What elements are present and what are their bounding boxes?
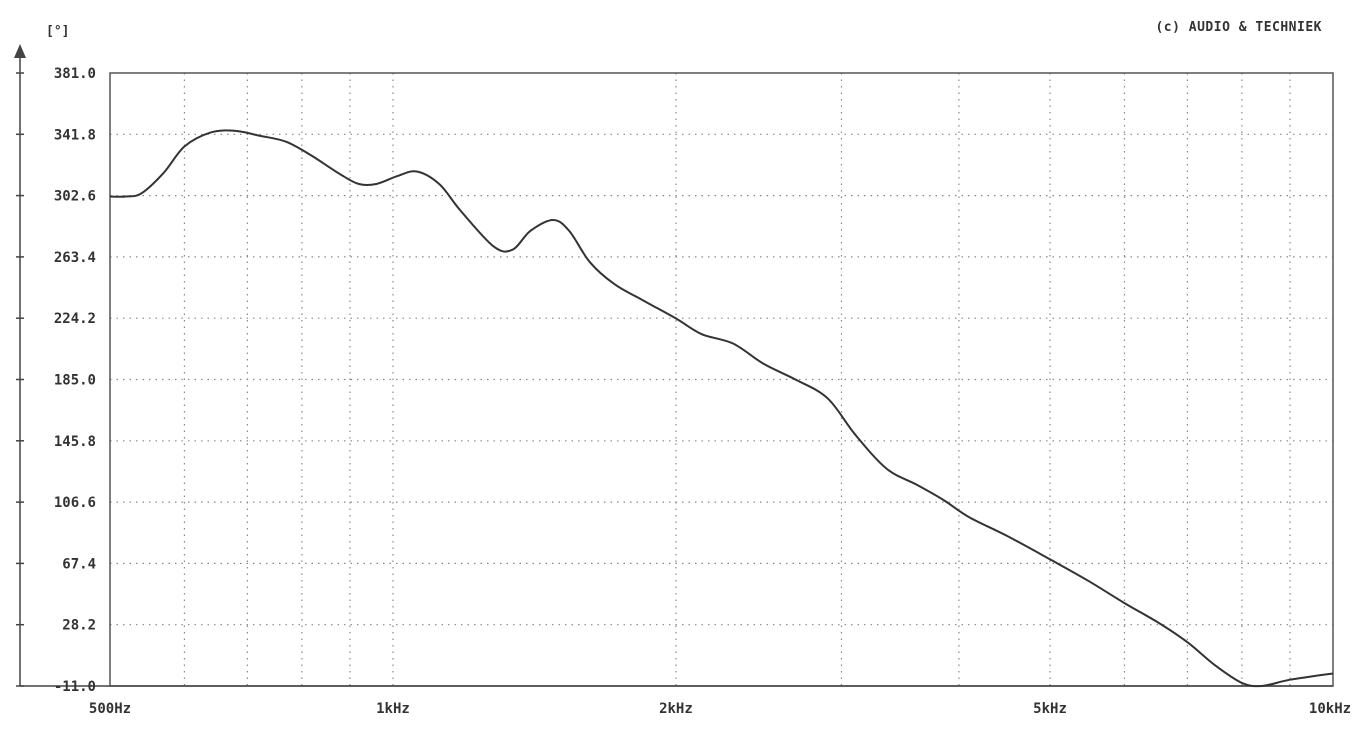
- y-tick-label: 381.0: [54, 66, 96, 82]
- x-tick-labels: 500Hz 1kHz 2kHz 5kHz 10kHz: [89, 701, 1351, 717]
- y-tick-label: 106.6: [54, 495, 96, 511]
- y-tick-label: 224.2: [54, 311, 96, 327]
- y-axis-arrow: [14, 44, 26, 58]
- x-tick-label: 5kHz: [1033, 701, 1067, 717]
- y-tick-labels: 381.0 341.8 302.6 263.4 224.2 185.0 145.8 106.6…: [54, 66, 96, 695]
- y-tick-label: 341.8: [54, 127, 96, 143]
- series-layer: [109, 129, 1334, 688]
- x-tick-label: 2kHz: [659, 701, 693, 717]
- x-tick-label: 1kHz: [376, 701, 410, 717]
- phase-curve-line: [109, 129, 1334, 688]
- y-tick-label: -11.0: [54, 679, 96, 695]
- axes: [14, 44, 1333, 687]
- grid: [110, 73, 1333, 686]
- x-tick-label: 500Hz: [89, 701, 131, 717]
- y-tick-label: 67.4: [62, 556, 96, 572]
- y-axis-unit-label: [°]: [46, 24, 70, 39]
- y-tick-label: 145.8: [54, 434, 96, 450]
- copyright-notice: (c) AUDIO & TECHNIEK: [1155, 20, 1322, 35]
- y-tick-label: 28.2: [62, 618, 96, 634]
- y-tick-label: 185.0: [54, 373, 96, 389]
- y-tick-label: 302.6: [54, 189, 96, 205]
- x-tick-label: 10kHz: [1309, 701, 1351, 717]
- y-tick-label: 263.4: [54, 250, 96, 266]
